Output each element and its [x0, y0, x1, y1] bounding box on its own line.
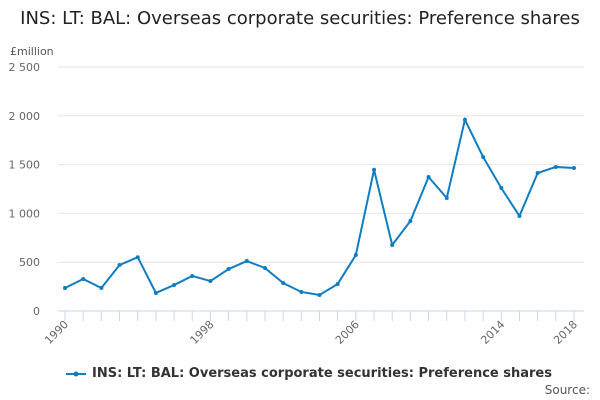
data-point — [117, 263, 122, 268]
data-point — [426, 174, 431, 179]
data-point — [99, 285, 104, 290]
y-tick-label: 2 000 — [9, 110, 41, 123]
source-label: Source: — [544, 383, 590, 397]
legend-marker-icon — [66, 371, 86, 376]
y-tick-label: 500 — [19, 256, 40, 269]
data-point — [390, 243, 395, 248]
data-point — [499, 186, 504, 191]
x-tick-label: 1998 — [188, 318, 217, 347]
data-point — [153, 290, 158, 295]
y-tick-label: 2 500 — [9, 61, 41, 74]
legend-label: INS: LT: BAL: Overseas corporate securit… — [92, 366, 552, 381]
data-point — [244, 259, 249, 264]
data-point — [81, 276, 86, 281]
data-point — [172, 283, 177, 288]
data-point — [262, 265, 267, 270]
data-point — [190, 273, 195, 278]
data-point — [481, 154, 486, 159]
data-point — [372, 167, 377, 172]
data-point — [553, 164, 558, 169]
x-tick-label: 2014 — [478, 318, 507, 347]
x-tick-label: 1990 — [42, 318, 71, 347]
y-tick-label: 1 000 — [9, 207, 41, 220]
series-line — [64, 116, 575, 297]
y-tick-label: 1 500 — [9, 159, 41, 172]
data-point — [63, 285, 67, 290]
data-point — [281, 280, 286, 285]
chart-title: INS: LT: BAL: Overseas corporate securit… — [20, 8, 580, 29]
data-point — [408, 219, 413, 224]
y-axis-unit: £million — [10, 45, 54, 58]
x-tick-label: 2018 — [551, 318, 580, 347]
y-tick-label: 0 — [33, 305, 40, 318]
data-point — [517, 214, 522, 219]
data-point — [226, 267, 231, 272]
data-point — [444, 195, 449, 200]
data-point — [462, 117, 467, 122]
data-point — [335, 281, 340, 286]
legend[interactable]: INS: LT: BAL: Overseas corporate securit… — [66, 366, 552, 381]
data-point — [572, 166, 576, 171]
data-point — [535, 170, 540, 175]
data-point — [299, 289, 304, 294]
data-point — [135, 255, 140, 260]
data-point — [208, 279, 213, 284]
data-point — [353, 252, 358, 257]
data-point — [317, 292, 322, 297]
x-tick-label: 2006 — [333, 318, 362, 347]
